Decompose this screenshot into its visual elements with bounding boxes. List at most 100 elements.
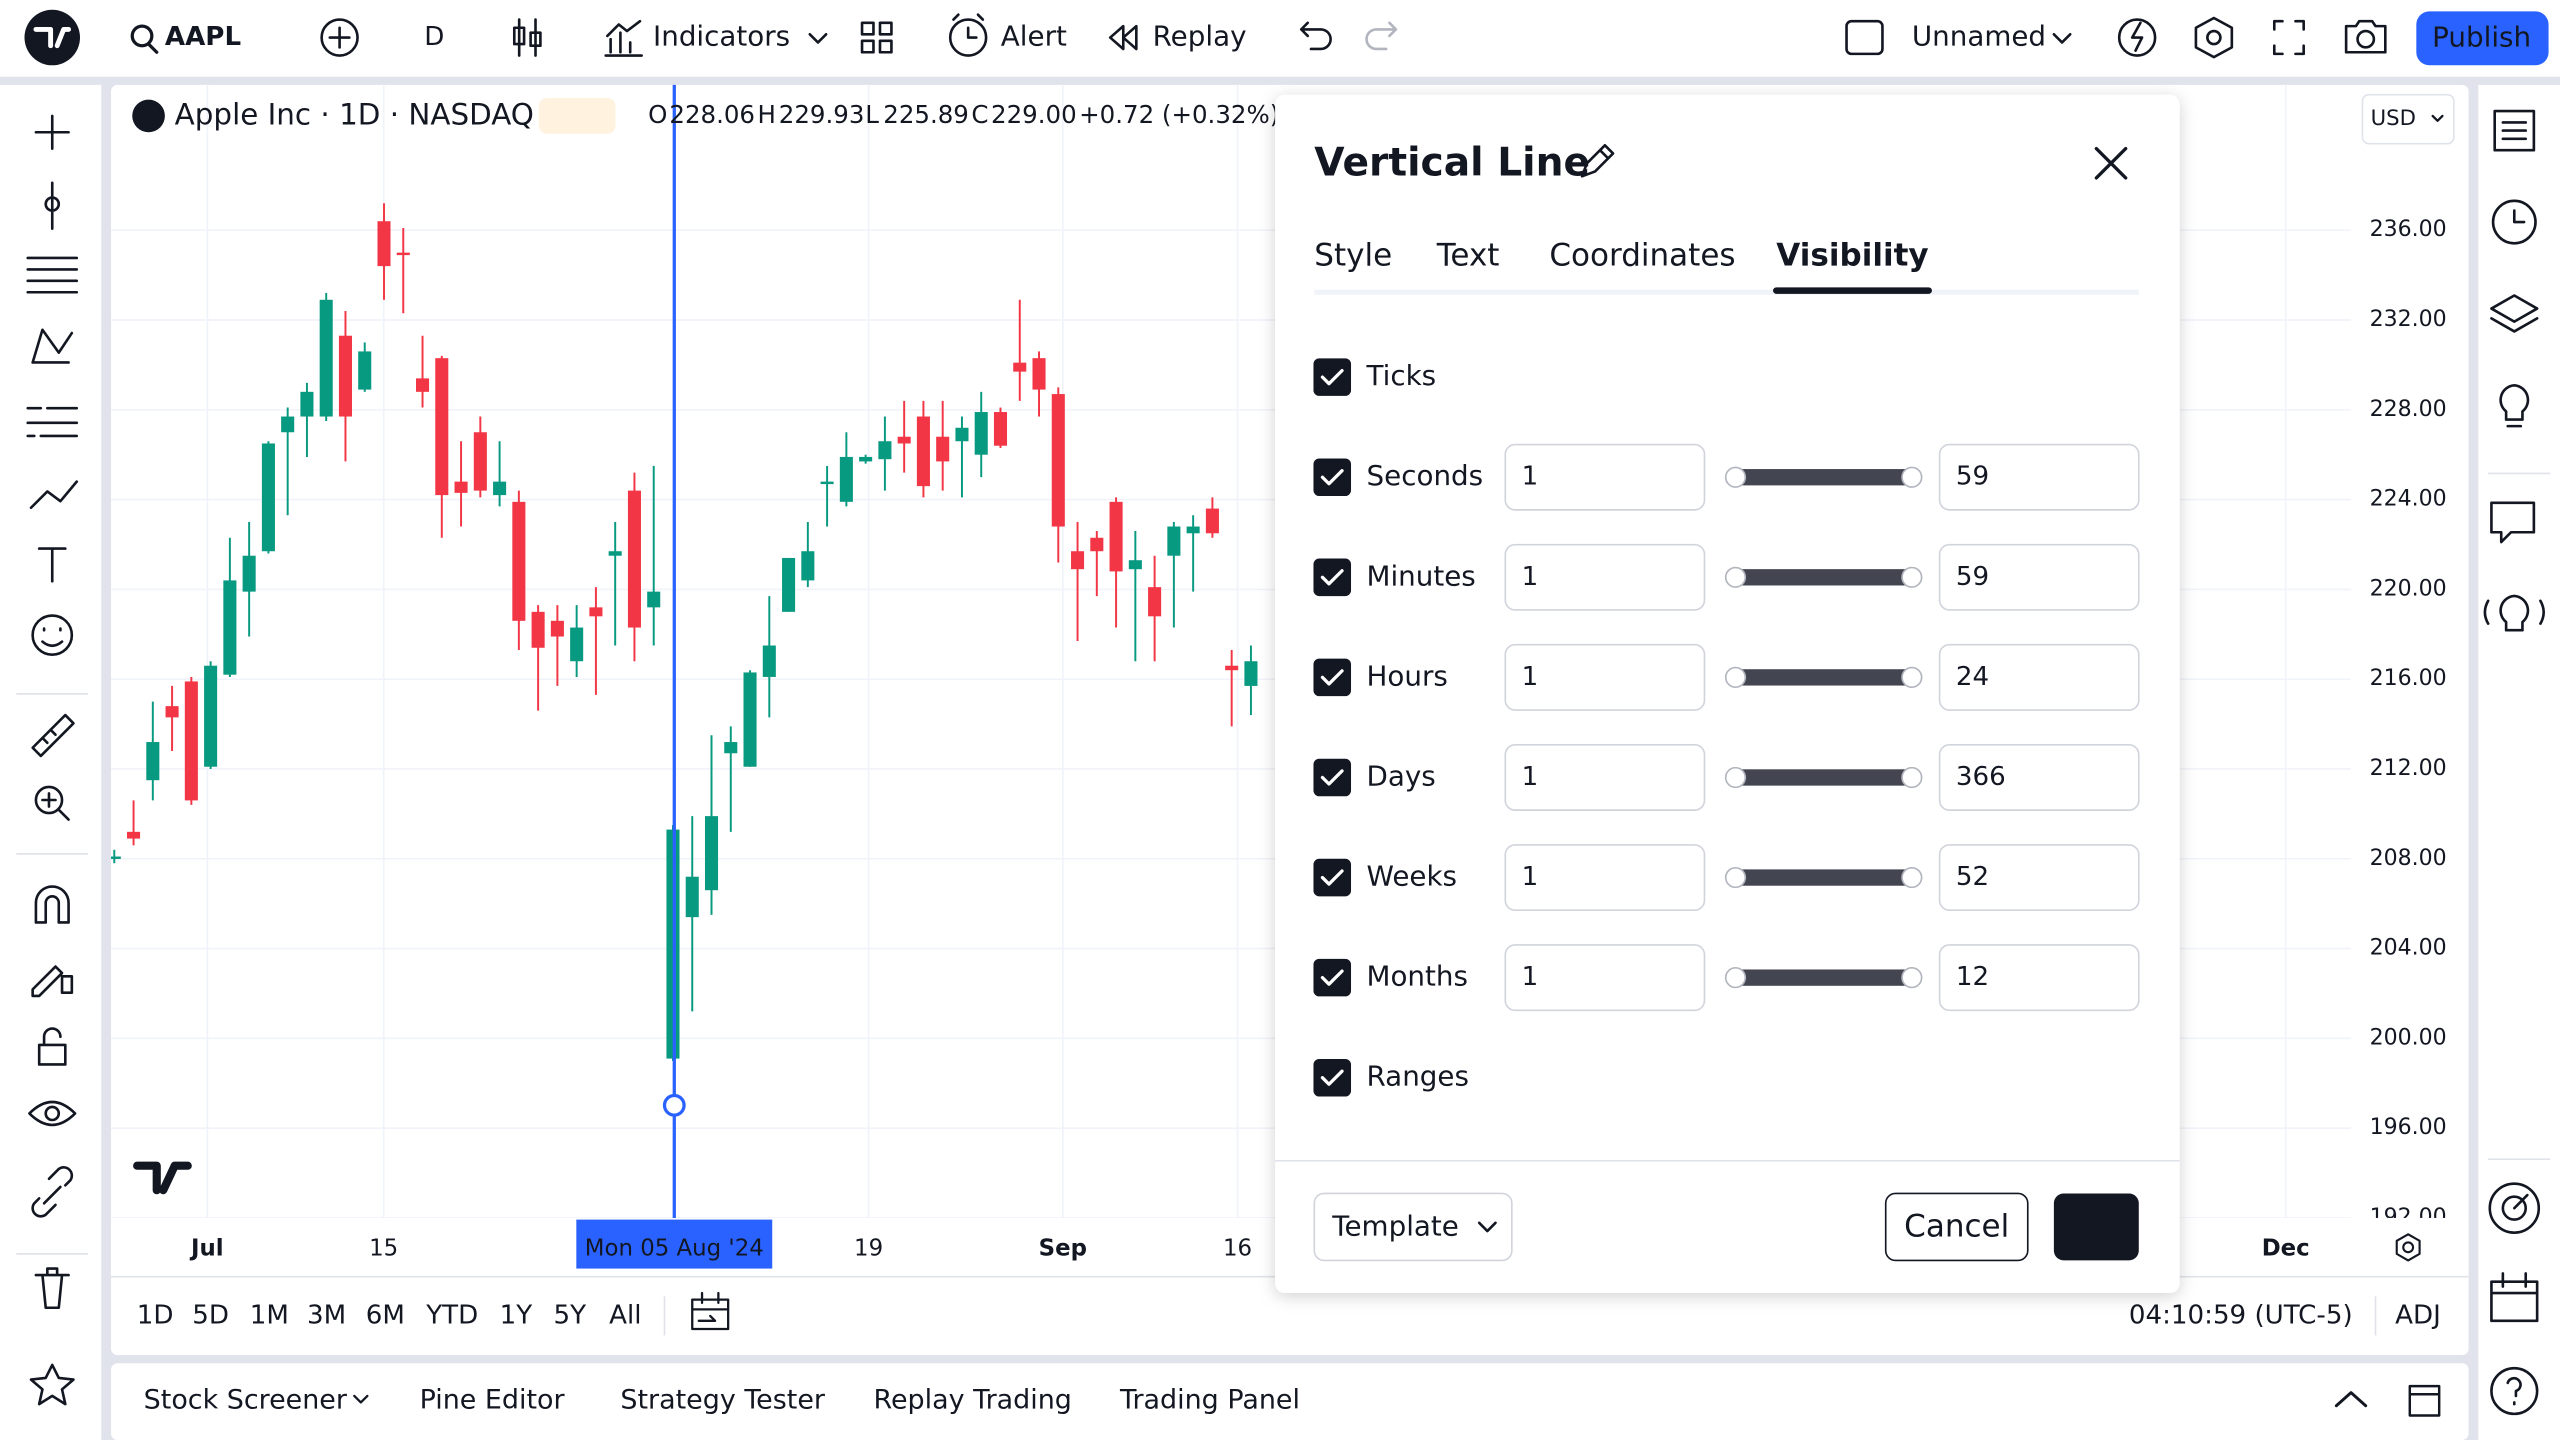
side-icon[interactable]: [2490, 1272, 2539, 1323]
tool-icon[interactable]: [31, 713, 75, 758]
max-input[interactable]: [1938, 744, 2140, 811]
max-input[interactable]: [1938, 944, 2140, 1012]
max-input[interactable]: [1938, 443, 2140, 511]
replay-icon[interactable]: [1108, 24, 1138, 51]
range-button[interactable]: 1Y: [500, 1300, 533, 1330]
adj[interactable]: ADJ: [2395, 1300, 2441, 1330]
tool-icon[interactable]: [37, 547, 67, 583]
bottom-tab[interactable]: Replay Trading: [873, 1384, 1071, 1415]
logo-mark[interactable]: [33, 26, 72, 49]
checkbox[interactable]: [1313, 858, 1352, 897]
fullscreen[interactable]: [2272, 19, 2305, 56]
slider-handle[interactable]: [1724, 666, 1747, 688]
dialog-tab[interactable]: Text: [1436, 237, 1500, 273]
slider-handle[interactable]: [1901, 466, 1923, 488]
range-button[interactable]: 6M: [366, 1300, 405, 1330]
range-button[interactable]: 3M: [307, 1300, 346, 1330]
range-button[interactable]: 1M: [250, 1300, 289, 1330]
chevron[interactable]: [2431, 114, 2444, 122]
redo[interactable]: [1365, 21, 1398, 51]
quick-search[interactable]: [2117, 18, 2157, 57]
checkbox[interactable]: [1313, 558, 1352, 597]
publish-button[interactable]: [2416, 11, 2549, 66]
side-icon[interactable]: [2483, 594, 2545, 632]
bottom-tab[interactable]: Pine Editor: [420, 1384, 566, 1415]
checkbox[interactable]: [1313, 958, 1352, 997]
dialog-tab[interactable]: Style: [1314, 237, 1392, 273]
min-input[interactable]: [1504, 643, 1706, 711]
indicators[interactable]: Indicators: [653, 20, 790, 53]
tool-icon[interactable]: [34, 114, 70, 150]
checkmark[interactable]: [1320, 1069, 1344, 1086]
tool-icon[interactable]: [31, 614, 74, 657]
tv-watermark[interactable]: [133, 1161, 192, 1195]
add-symbol[interactable]: [320, 18, 359, 57]
slider-handle[interactable]: [1901, 866, 1923, 889]
cancel-button[interactable]: [1884, 1192, 2029, 1262]
side-icon[interactable]: [2490, 294, 2539, 333]
side-icon[interactable]: [2493, 109, 2536, 152]
symbol[interactable]: AAPL: [165, 22, 241, 52]
slider-handle[interactable]: [1901, 666, 1923, 688]
checkmark[interactable]: [1320, 569, 1344, 586]
chevron[interactable]: [2052, 32, 2072, 44]
bottom-tab[interactable]: Strategy Tester: [620, 1384, 825, 1415]
line-handle[interactable]: [662, 1093, 686, 1117]
symbol-title[interactable]: Apple Inc · 1D · NASDAQ: [175, 97, 534, 131]
axis-settings[interactable]: [2395, 1233, 2421, 1262]
currency-box[interactable]: [2361, 93, 2455, 145]
bottom-tab[interactable]: Trading Panel: [1119, 1384, 1300, 1415]
min-input[interactable]: [1504, 844, 1706, 912]
tool-icon[interactable]: [26, 256, 79, 294]
range-button[interactable]: 5D: [192, 1300, 229, 1330]
rename[interactable]: [1580, 144, 1615, 178]
interval[interactable]: D: [424, 22, 444, 52]
min-input[interactable]: [1504, 543, 1706, 611]
dialog-tab[interactable]: Coordinates: [1549, 237, 1735, 273]
range-button[interactable]: 1D: [137, 1300, 174, 1330]
tool-icon[interactable]: [34, 785, 70, 821]
bottom-tab[interactable]: Stock Screener: [144, 1384, 348, 1415]
slider-handle[interactable]: [1724, 967, 1747, 989]
layout-name[interactable]: Unnamed: [1912, 20, 2046, 53]
slider-handle[interactable]: [1901, 967, 1923, 989]
search-icon[interactable]: [130, 24, 159, 54]
side-icon[interactable]: [2490, 501, 2536, 544]
max-input[interactable]: [1938, 643, 2140, 711]
side-icon[interactable]: [2488, 1182, 2540, 1234]
layout-box[interactable]: [1845, 19, 1884, 56]
templates[interactable]: [860, 21, 893, 54]
checkbox[interactable]: [1313, 358, 1352, 396]
tool-icon[interactable]: [31, 965, 74, 998]
alert-icon[interactable]: [948, 13, 988, 57]
min-input[interactable]: [1504, 744, 1706, 811]
publish[interactable]: Publish: [2432, 20, 2531, 53]
date-range[interactable]: [691, 1291, 730, 1331]
replay[interactable]: Replay: [1153, 20, 1247, 53]
max-input[interactable]: [1938, 844, 2140, 912]
range-button[interactable]: All: [609, 1300, 641, 1330]
checkmark[interactable]: [1320, 869, 1344, 886]
undo[interactable]: [1299, 21, 1332, 51]
range-button[interactable]: 5Y: [554, 1300, 587, 1330]
alert[interactable]: Alert: [1001, 20, 1067, 53]
settings[interactable]: [2194, 16, 2234, 59]
slider-handle[interactable]: [1724, 466, 1747, 488]
checkmark[interactable]: [1320, 969, 1344, 986]
tool-icon[interactable]: [34, 1267, 70, 1310]
indicators-icon[interactable]: [604, 19, 643, 57]
checkmark[interactable]: [1320, 469, 1344, 486]
close[interactable]: [2094, 146, 2128, 180]
side-icon[interactable]: [2499, 384, 2530, 428]
chevron[interactable]: [808, 32, 828, 44]
slider-handle[interactable]: [1901, 566, 1923, 588]
checkmark[interactable]: [1320, 769, 1344, 786]
tool-icon[interactable]: [31, 328, 74, 364]
checkmark[interactable]: [1320, 669, 1344, 686]
slider-handle[interactable]: [1901, 766, 1923, 789]
checkbox[interactable]: [1313, 658, 1352, 697]
max-input[interactable]: [1938, 543, 2140, 611]
checkbox[interactable]: [1313, 458, 1352, 496]
slider-handle[interactable]: [1724, 866, 1747, 889]
slider-handle[interactable]: [1724, 766, 1747, 789]
